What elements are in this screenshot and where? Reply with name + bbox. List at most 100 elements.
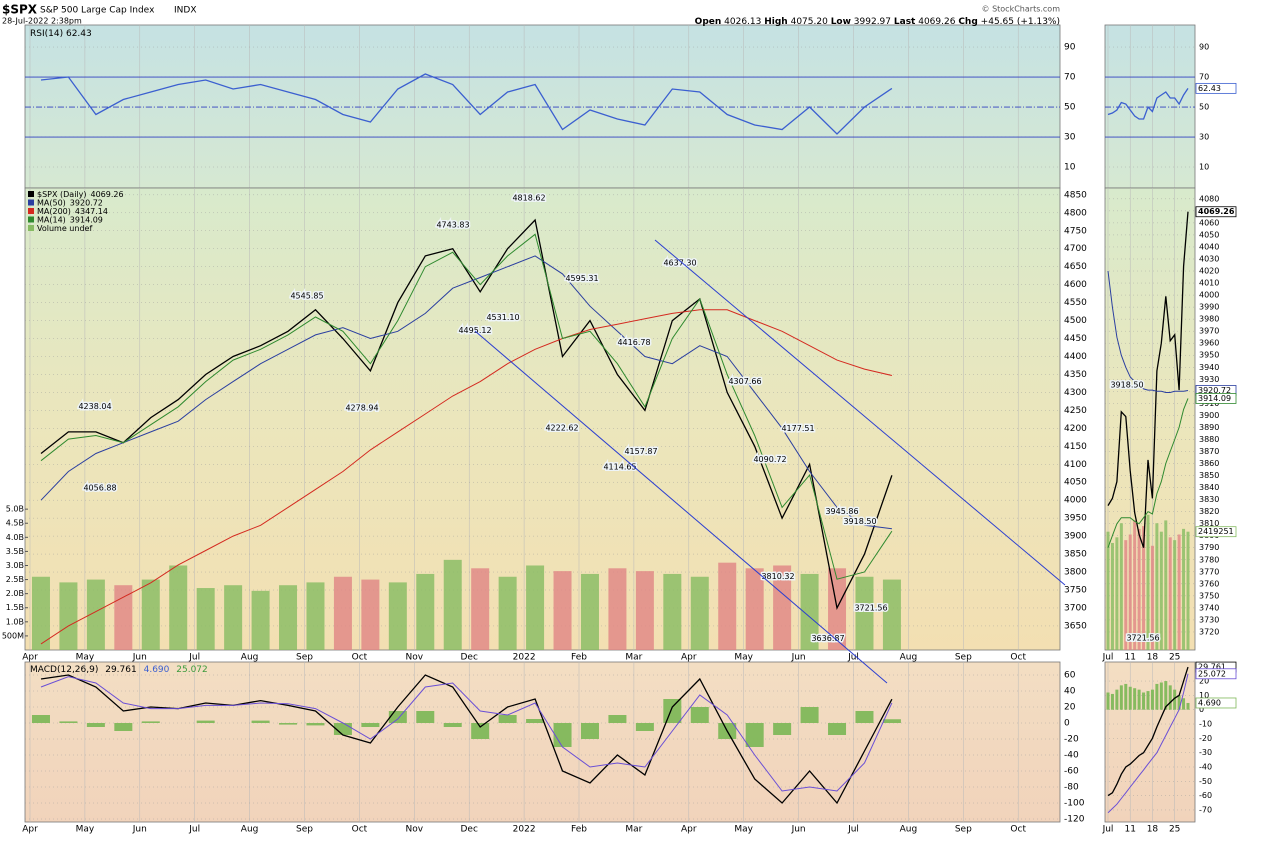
- quote-label: Low: [831, 17, 851, 27]
- volume-bar: [1146, 514, 1150, 650]
- price-annotation: 4637.30: [663, 259, 696, 268]
- x-tick-label: Aug: [900, 825, 918, 835]
- histogram-bar: [608, 715, 627, 723]
- histogram-bar: [1155, 683, 1159, 710]
- quote-value: 4069.26: [918, 17, 955, 27]
- quote-value: 3992.97: [854, 17, 891, 27]
- y-tick-label: 3950: [1064, 514, 1087, 524]
- series-line: [1107, 211, 1189, 548]
- y-tick-label: -70: [1199, 805, 1212, 814]
- x-tick-label: Jul: [1102, 825, 1114, 835]
- volume-bar: [663, 573, 682, 650]
- x-tick-label: Jun: [132, 825, 147, 835]
- histogram-bar: [1150, 689, 1154, 710]
- x-tick-label: Dec: [460, 825, 477, 835]
- histogram-bar: [1124, 683, 1128, 710]
- x-tick-label: 25: [1169, 825, 1180, 835]
- volume-bar: [196, 588, 215, 650]
- price-annotation: 3721.56: [1126, 634, 1159, 643]
- y-tick-label: 90: [1064, 43, 1076, 53]
- y-tick-label: 4450: [1064, 334, 1087, 344]
- y2-tick-label: 2.5B: [6, 575, 24, 584]
- y-tick-label: 10: [1199, 691, 1209, 700]
- y-tick-label: 3960: [1199, 339, 1219, 348]
- volume-bar: [1110, 542, 1114, 650]
- volume-bar: [471, 568, 490, 650]
- price-annotation: 4177.51: [781, 424, 814, 433]
- y-tick-label: -100: [1064, 799, 1085, 809]
- volume-bar: [416, 573, 435, 650]
- y-tick-label: 4500: [1064, 316, 1087, 326]
- x-tick-label: 18: [1147, 653, 1159, 663]
- x-tick-label: Apr: [681, 825, 697, 835]
- index-name: S&P 500 Large Cap Index: [40, 6, 155, 16]
- y-tick-label: 3900: [1199, 411, 1219, 420]
- y-tick-label: 3840: [1199, 483, 1219, 492]
- volume-bar: [498, 576, 517, 650]
- price-annotation: 4056.88: [83, 483, 116, 492]
- y-tick-label: 3850: [1064, 550, 1087, 560]
- volume-bar: [86, 579, 105, 650]
- x-tick-label: Mar: [625, 653, 642, 663]
- y-tick-label: 3900: [1064, 532, 1087, 542]
- histogram-bar: [1106, 692, 1110, 710]
- price-annotation: 4222.62: [545, 424, 578, 433]
- price-annotation: 3721.56: [854, 604, 887, 613]
- price-annotation: 3945.86: [825, 507, 858, 516]
- volume-bar: [279, 585, 298, 650]
- volume-bar: [141, 579, 160, 650]
- legend-value: 3914.09: [70, 215, 103, 224]
- x-tick-label: Aug: [241, 825, 259, 835]
- volume-bar: [800, 573, 819, 650]
- volume-bar: [1133, 520, 1137, 650]
- histogram-bar: [196, 720, 215, 723]
- x-tick-label: Oct: [352, 653, 368, 663]
- y-tick-label: 4030: [1199, 254, 1219, 263]
- volume-bar: [1128, 534, 1132, 650]
- series-line: [1107, 398, 1189, 548]
- histogram-bar: [388, 711, 407, 723]
- volume-bar: [1150, 545, 1154, 650]
- y-tick-label: 4800: [1064, 208, 1087, 218]
- y-tick-label: 3770: [1199, 567, 1219, 576]
- price-annotation: 4545.85: [290, 292, 323, 301]
- price-annotation: 4090.72: [753, 455, 786, 464]
- y-tick-label: -80: [1064, 783, 1079, 793]
- legend-value: 4347.14: [75, 207, 108, 216]
- y-tick-label: 3700: [1064, 603, 1087, 613]
- y-tick-label: 30: [1064, 133, 1076, 143]
- volume-bar: [580, 573, 599, 650]
- legend-value: 3920.72: [70, 198, 103, 207]
- legend-name: MA(50): [37, 198, 66, 207]
- y-tick-label: -60: [1199, 791, 1212, 800]
- y-tick-label: -50: [1199, 777, 1212, 786]
- x-tick-label: 2022: [513, 653, 536, 663]
- legend-swatch: [28, 208, 34, 214]
- histogram-bar: [663, 699, 682, 723]
- y-tick-label: 4050: [1199, 230, 1219, 239]
- panel-background: [24, 661, 1061, 823]
- last-value-label: 29.761: [1198, 663, 1226, 672]
- y-tick-label: 4000: [1064, 496, 1087, 506]
- y-tick-label: 0: [1199, 705, 1204, 714]
- exchange: INDX: [174, 6, 196, 16]
- series-line: [40, 73, 893, 135]
- volume-bar: [526, 565, 545, 650]
- volume-bar: [1106, 531, 1110, 650]
- quote-label: High: [764, 17, 787, 27]
- volume-bar: [553, 571, 572, 650]
- y-tick-label: 4050: [1064, 478, 1087, 488]
- histogram-bar: [1142, 692, 1146, 710]
- histogram-bar: [31, 715, 50, 723]
- volume-bar: [882, 579, 901, 650]
- y-tick-label: 3820: [1199, 507, 1219, 516]
- x-tick-label: Apr: [22, 653, 38, 663]
- y-tick-label: 3990: [1199, 303, 1219, 312]
- y-tick-label: 3970: [1199, 327, 1219, 336]
- x-tick-label: May: [76, 653, 95, 663]
- series-line: [1107, 88, 1189, 120]
- histogram-bar: [251, 720, 270, 723]
- last-value-box: [1195, 206, 1237, 218]
- symbol: $SPX: [2, 3, 38, 17]
